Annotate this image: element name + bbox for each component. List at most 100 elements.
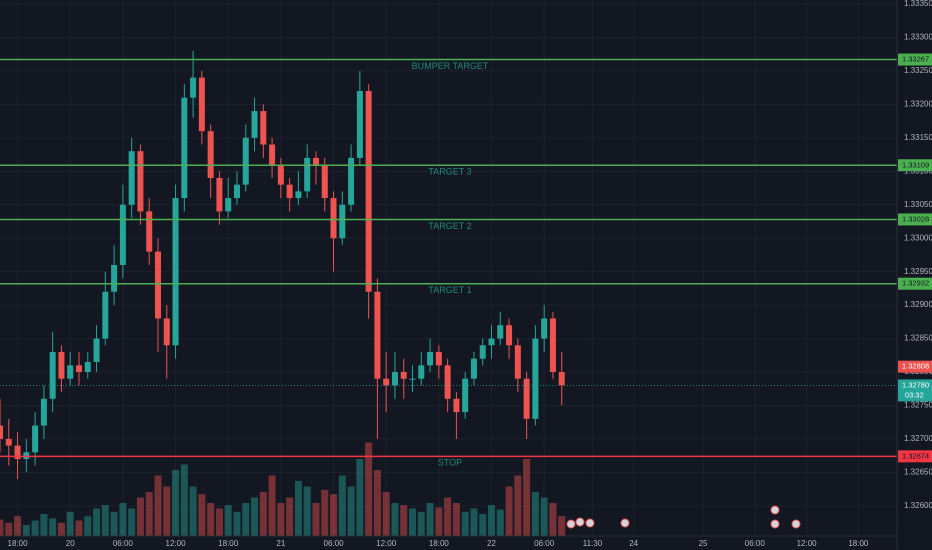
x-tick-label: 25: [699, 539, 708, 548]
candle-body: [295, 191, 302, 199]
volume-bar: [312, 503, 320, 536]
y-tick-label: 1.32750: [904, 401, 932, 410]
level-badge: [898, 450, 932, 463]
volume-bar: [14, 516, 22, 536]
candle-body: [541, 318, 548, 339]
candle-body: [242, 137, 249, 185]
x-tick-label: 11:30: [583, 539, 603, 548]
y-tick-label: 1.32950: [904, 267, 932, 276]
candle-body: [58, 351, 65, 379]
candle-body: [321, 164, 328, 199]
volume-bar: [347, 486, 355, 536]
candle-body: [216, 177, 223, 212]
candle-body: [67, 365, 74, 379]
x-tick-label: 22: [487, 539, 496, 548]
volume-bar: [531, 492, 539, 536]
volume-bar: [163, 486, 171, 536]
candle-body: [549, 318, 556, 373]
level-badge-label: 1.33109: [902, 160, 929, 169]
candle-body: [444, 365, 451, 399]
event-icon[interactable]: [620, 518, 630, 528]
candle-body: [497, 325, 504, 339]
event-icon[interactable]: [566, 519, 576, 529]
x-tick-label: 18:00: [429, 539, 450, 548]
x-tick-label: 12:00: [166, 539, 187, 548]
volume-bar: [93, 508, 101, 536]
candle-body: [365, 90, 372, 292]
volume-bar: [207, 503, 215, 536]
volume-bar: [259, 492, 267, 536]
level-label: TARGET 2: [428, 221, 471, 231]
candle-body: [488, 338, 495, 346]
volume-bar: [461, 511, 469, 536]
x-tick-label: 18:00: [848, 539, 869, 548]
event-icons: [566, 505, 801, 529]
candle-body: [163, 318, 170, 346]
volume-bar: [400, 505, 408, 536]
candle-body: [128, 151, 135, 205]
candle-body: [427, 351, 434, 366]
x-tick-label: 06:00: [745, 539, 766, 548]
x-tick-label: 12:00: [376, 539, 397, 548]
candle-body: [532, 338, 539, 419]
volume-bar: [40, 514, 48, 536]
candle-body: [418, 365, 425, 379]
volume-bar: [110, 511, 118, 536]
candle-body: [154, 251, 161, 319]
candle-body: [251, 111, 258, 138]
volume-bar: [496, 509, 504, 536]
volume-bar: [391, 503, 399, 536]
y-tick-label: 1.32700: [904, 434, 932, 443]
volume-bar: [84, 516, 92, 536]
x-tick-label: 18:00: [8, 539, 29, 548]
level-label: TARGET 3: [428, 167, 471, 177]
volume-bar: [31, 520, 39, 536]
level-badge: [898, 277, 932, 290]
volume-bar: [57, 522, 65, 536]
level-label: TARGET 1: [428, 285, 471, 295]
volume-layer: [0, 442, 566, 536]
level-badge-label: 1.33267: [902, 55, 929, 64]
level-badge: [898, 213, 932, 226]
candle-body: [111, 264, 118, 292]
volume-bar: [251, 497, 259, 536]
event-icon[interactable]: [770, 519, 780, 529]
volume-bar: [22, 525, 30, 536]
x-tick-label: 06:00: [534, 539, 555, 548]
volume-bar: [409, 508, 417, 536]
candle-body: [190, 77, 197, 98]
last-price-badge: [898, 379, 932, 402]
candle-body: [84, 361, 91, 373]
candle-body: [391, 372, 398, 386]
y-tick-label: 1.33050: [904, 200, 932, 209]
volume-bar: [330, 494, 338, 536]
candle-body: [207, 131, 214, 178]
candle-body: [277, 164, 284, 185]
countdown: 03:32: [905, 390, 924, 399]
volume-bar: [479, 514, 487, 536]
volume-bar: [49, 518, 57, 536]
candle-body: [269, 144, 276, 165]
candle-body: [400, 372, 407, 379]
volume-bar: [198, 494, 206, 536]
event-icon[interactable]: [585, 518, 595, 528]
candle-body: [172, 198, 179, 346]
x-tick-label: 06:00: [324, 539, 345, 548]
event-icon[interactable]: [575, 517, 585, 527]
candle-body: [14, 445, 21, 460]
level-badge-label: 1.32674: [902, 451, 929, 460]
candle-body: [0, 425, 3, 439]
candle-body: [146, 211, 153, 252]
y-tick-label: 1.32900: [904, 300, 932, 309]
volume-bar: [321, 489, 329, 536]
volume-bar: [426, 503, 434, 536]
event-icon[interactable]: [791, 519, 801, 529]
candle-body: [479, 345, 486, 359]
event-icon[interactable]: [770, 505, 780, 515]
grid: [0, 0, 897, 536]
candle-body: [383, 378, 390, 386]
last-price-label: 1.32780: [902, 380, 929, 389]
volume-bar: [242, 503, 250, 536]
candle-body: [462, 378, 469, 413]
